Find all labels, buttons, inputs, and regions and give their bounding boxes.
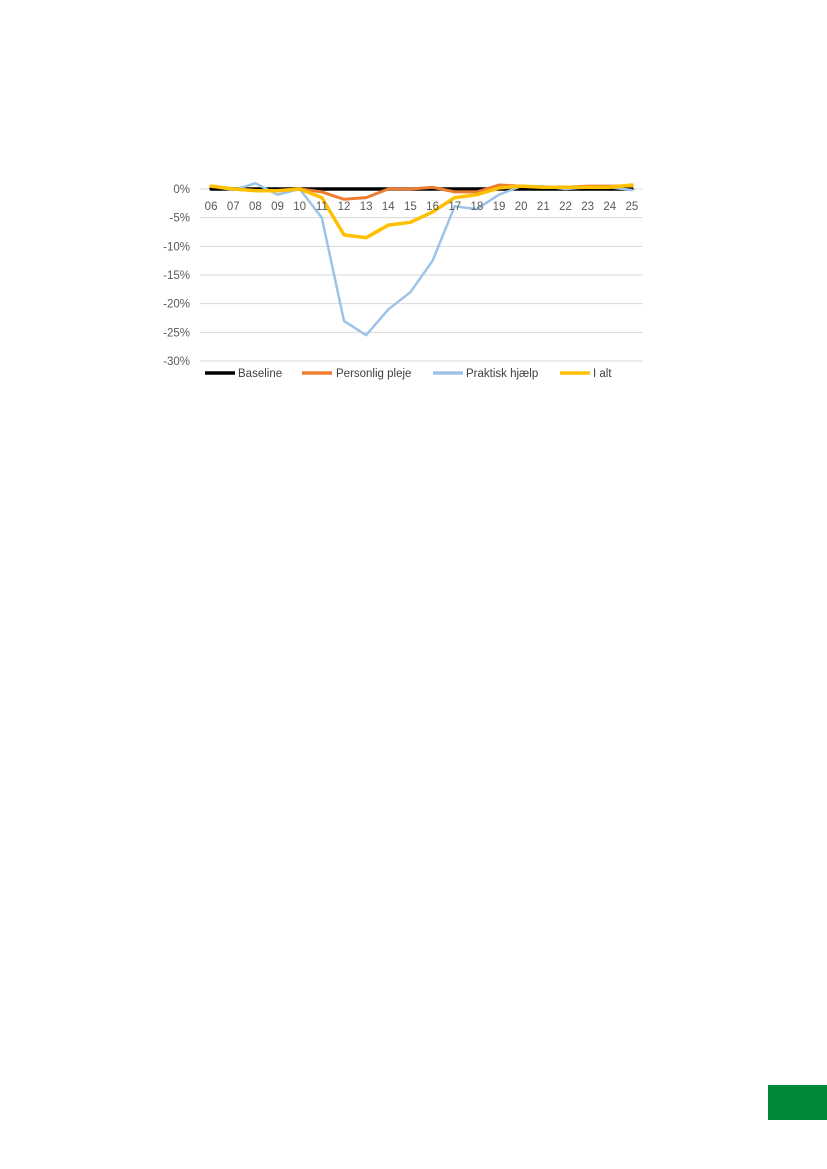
x-tick-label: 10 — [293, 201, 306, 213]
legend-label: Praktisk hjælp — [466, 368, 538, 380]
x-tick-label: 25 — [626, 201, 639, 213]
x-tick-label: 16 — [426, 201, 439, 213]
x-tick-label: 06 — [205, 201, 218, 213]
legend-label: Baseline — [238, 368, 282, 380]
x-tick-label: 20 — [515, 201, 528, 213]
y-tick-label: -30% — [163, 356, 190, 368]
x-tick-label: 23 — [581, 201, 594, 213]
y-tick-label: -5% — [170, 213, 190, 225]
x-tick-label: 18 — [470, 201, 483, 213]
y-axis-tick-labels: 0% -5% -10% -15% -20% -25% -30% — [163, 184, 190, 368]
y-tick-label: -25% — [163, 327, 190, 339]
x-tick-label: 17 — [448, 201, 461, 213]
line-chart: 0% -5% -10% -15% -20% -25% -30% 06 07 08 09 10 11 12… — [163, 182, 643, 380]
x-tick-label: 21 — [537, 201, 550, 213]
x-tick-label: 19 — [493, 201, 506, 213]
page-corner-mark — [768, 1085, 827, 1120]
y-tick-label: 0% — [173, 184, 190, 196]
x-tick-label: 12 — [338, 201, 351, 213]
y-tick-label: -15% — [163, 270, 190, 282]
legend-label: Personlig pleje — [336, 368, 411, 380]
x-tick-label: 13 — [360, 201, 373, 213]
legend-label: I alt — [593, 368, 612, 380]
x-tick-label: 15 — [404, 201, 417, 213]
y-tick-label: -10% — [163, 241, 190, 253]
x-tick-label: 14 — [382, 201, 395, 213]
x-tick-label: 24 — [603, 201, 616, 213]
y-tick-label: -20% — [163, 299, 190, 311]
x-axis-tick-labels: 06 07 08 09 10 11 12 13 14 15 16 17 18 19 20 21 22 23 24 25 — [205, 201, 639, 213]
x-tick-label: 07 — [227, 201, 240, 213]
legend: Baseline Personlig pleje Praktisk hjælp I a… — [205, 368, 612, 380]
gridlines — [200, 188, 643, 362]
series-lines — [209, 182, 634, 337]
x-tick-label: 09 — [271, 201, 284, 213]
x-tick-label: 22 — [559, 201, 572, 213]
series-line-i-alt — [209, 183, 634, 240]
x-tick-label: 08 — [249, 201, 262, 213]
x-tick-label: 11 — [316, 201, 328, 213]
